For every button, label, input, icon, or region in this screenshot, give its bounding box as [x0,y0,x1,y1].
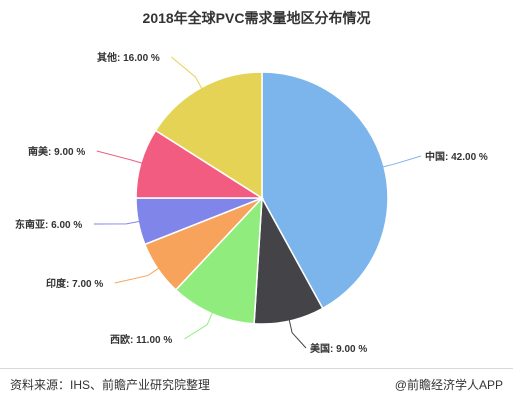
data-label-2: 美国: 9.00 % [310,342,367,355]
connector-line-5 [94,221,140,224]
connector-line-1 [382,156,421,167]
data-label-5: 东南亚: 6.00 % [15,218,82,231]
data-label-7: 其他: 16.00 % [97,51,160,64]
data-label-4: 印度: 7.00 % [46,277,103,290]
data-label-6: 南美: 9.00 % [28,145,85,158]
footer-divider [0,368,513,369]
connector-line-4 [115,268,160,283]
connector-line-3 [184,312,212,339]
connector-line-6 [97,151,143,163]
credit-text: @前瞻经济学人APP [395,376,503,393]
data-label-3: 西欧: 11.00 % [110,333,172,346]
source-note: 资料来源：IHS、前瞻产业研究院整理 [10,376,210,393]
connector-line-2 [289,319,306,348]
connector-line-7 [171,57,202,89]
data-label-1: 中国: 42.00 % [425,150,488,163]
